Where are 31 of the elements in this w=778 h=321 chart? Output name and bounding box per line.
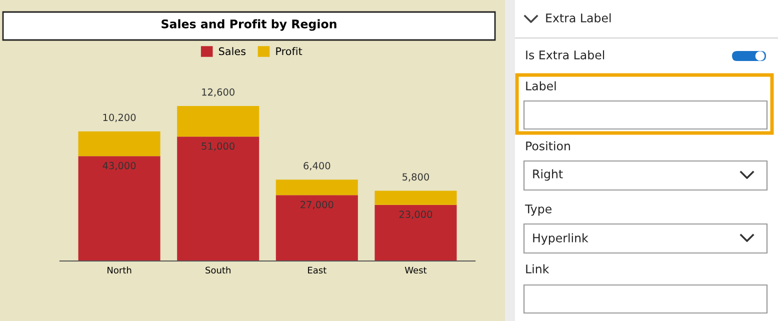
data-label: 27,000 bbox=[300, 200, 334, 210]
data-label: 6,400 bbox=[304, 162, 330, 170]
x-tick-label: South bbox=[206, 266, 230, 274]
data-label: 43,000 bbox=[102, 162, 136, 170]
text: Position bbox=[526, 141, 570, 150]
x-tick-label: North bbox=[108, 266, 132, 274]
x-tick-label: West bbox=[404, 266, 427, 274]
chart-title: Sales and Profit by Region bbox=[162, 19, 336, 31]
bar bbox=[177, 106, 260, 137]
bar bbox=[78, 131, 160, 156]
text: Label bbox=[526, 81, 556, 90]
data-label: 10,200 bbox=[103, 114, 136, 122]
data-label: 51,000 bbox=[202, 142, 234, 151]
text: Right bbox=[533, 169, 563, 181]
bar bbox=[177, 136, 260, 261]
data-label: 12,600 bbox=[202, 88, 234, 97]
data-label: 5,800 bbox=[402, 173, 429, 182]
text: Type bbox=[524, 204, 552, 216]
bar bbox=[78, 156, 160, 261]
bar bbox=[374, 204, 457, 261]
legend-label: Profit bbox=[276, 47, 302, 56]
bar bbox=[276, 180, 358, 196]
bar bbox=[276, 195, 358, 261]
text: Extra Label bbox=[546, 13, 611, 22]
x-tick-label: East bbox=[308, 266, 326, 274]
text: Link bbox=[526, 264, 550, 274]
bar bbox=[374, 190, 457, 205]
text: Hyperlink bbox=[533, 233, 588, 245]
legend-label: Sales bbox=[218, 47, 246, 56]
data-label: 23,000 bbox=[399, 210, 432, 220]
text: Is Extra Label bbox=[526, 50, 604, 60]
